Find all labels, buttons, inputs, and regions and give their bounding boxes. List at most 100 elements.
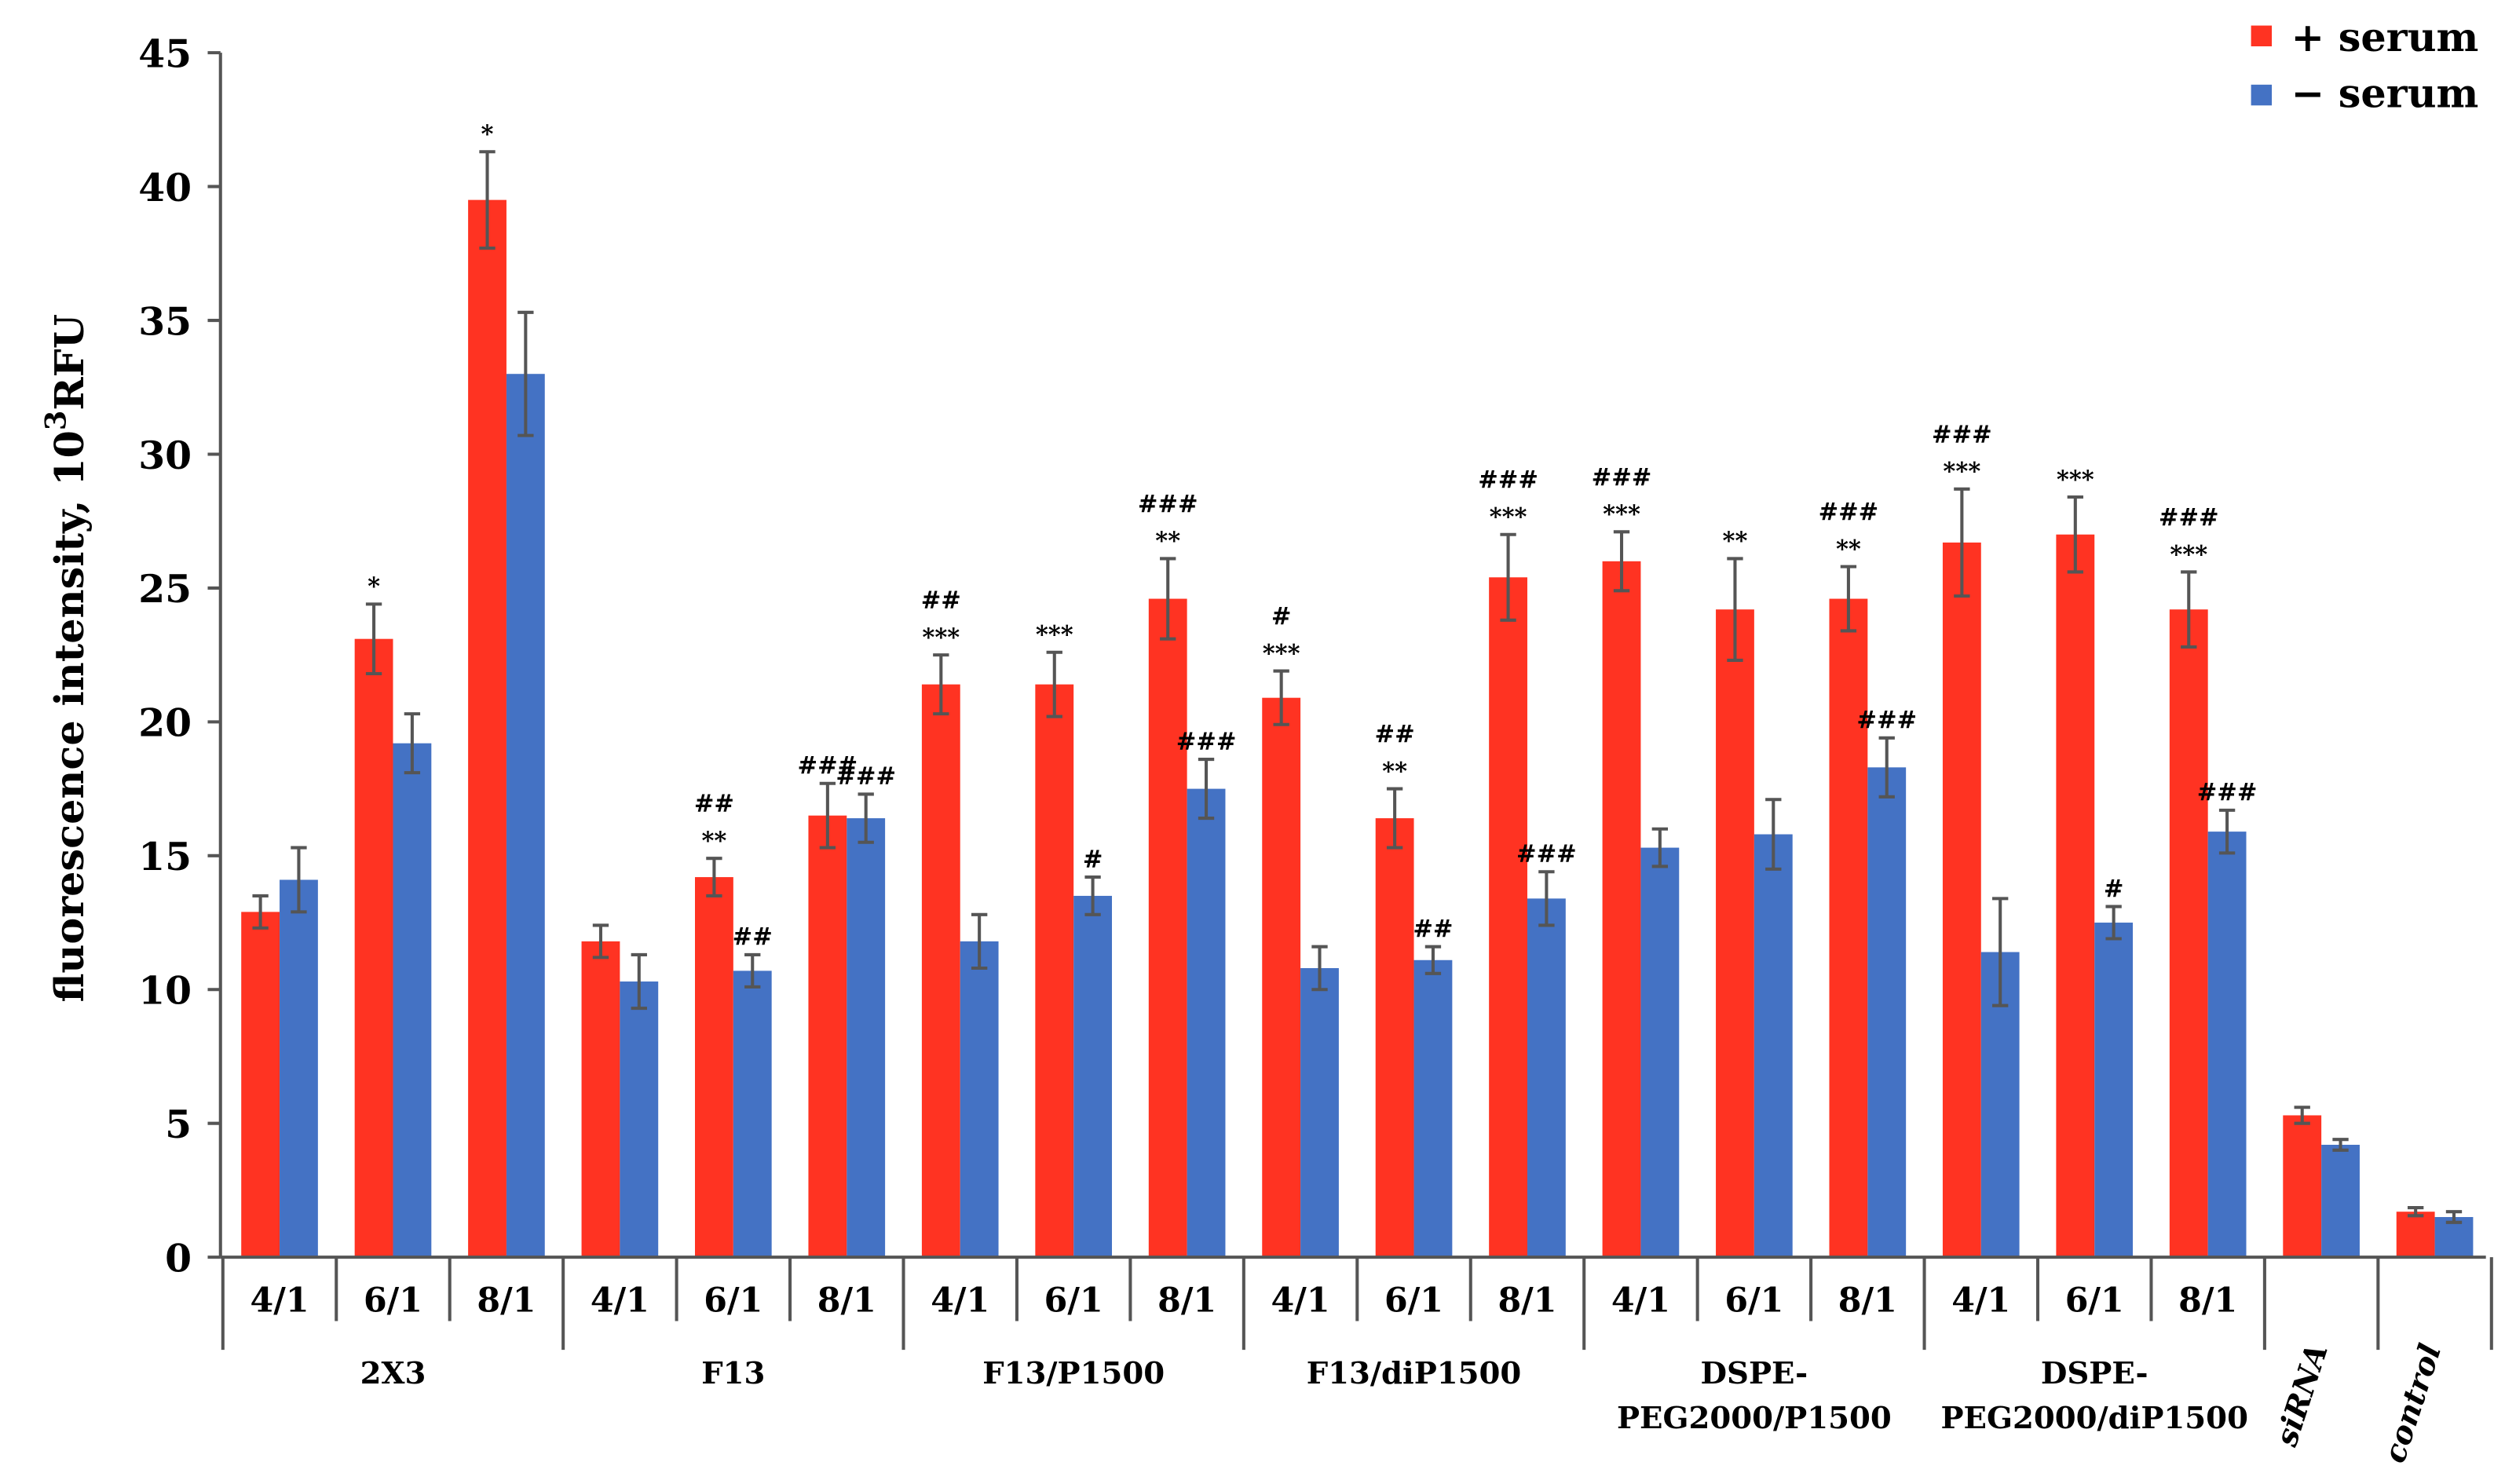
significance-marker: ## [1375,721,1415,749]
bar-plus-serum [1035,684,1074,1258]
y-axis-label-main: fluorescence intensity, 10 [46,430,93,1002]
significance-marker: *** [1490,503,1527,532]
x-tick-label: 4/1 [1271,1281,1330,1320]
bar-minus-serum [1073,895,1113,1258]
legend-swatch-minus-serum [2251,84,2273,106]
bar-plus-serum [1942,542,1981,1258]
y-tick-label: 20 [138,700,192,746]
x-tick-label: 4/1 [1951,1281,2010,1320]
legend-swatch-plus-serum [2251,25,2273,47]
significance-marker: ## [733,923,773,952]
group-label: F13/diP1500 [1307,1356,1522,1391]
bar-plus-serum [695,877,733,1258]
bar-plus-serum [468,199,506,1258]
x-tick-label: 6/1 [2065,1281,2124,1320]
group-label: F13/P1500 [982,1356,1165,1391]
significance-marker: ** [701,827,726,855]
y-axis: 0 5 10 15 20 25 30 35 40 45 [138,31,222,1281]
bar-plus-serum [1148,598,1187,1258]
bar-minus-serum [2207,832,2247,1258]
bar-plus-serum [808,815,847,1258]
bar-plus-serum [1716,609,1754,1258]
bar-minus-serum [1754,834,1793,1258]
significance-marker: ### [1592,463,1652,492]
x-tick-label: 4/1 [591,1281,649,1320]
bar-minus-serum [1413,959,1453,1258]
y-tick-label: 35 [138,298,192,344]
bar-minus-serum [960,941,999,1258]
x-tick-label: 6/1 [1384,1281,1443,1320]
significance-marker: ## [1413,916,1453,944]
bar-plus-serum [2396,1212,2435,1258]
x-tick-label: 6/1 [1724,1281,1783,1320]
bar-minus-serum [2094,923,2134,1258]
significance-marker: * [368,572,380,601]
x-tick-label: 4/1 [251,1281,309,1320]
legend-label-minus-serum: − serum [2291,69,2478,116]
significance-marker: ### [798,752,858,780]
x-tick-label: 8/1 [1157,1281,1216,1320]
bar-plus-serum [241,912,280,1258]
significance-marker: ### [1478,466,1538,495]
significance-marker: *** [1943,458,1980,486]
bar-minus-serum [1527,898,1566,1258]
significance-marker: * [481,120,494,148]
bar-plus-serum [1375,818,1414,1258]
significance-marker: ### [2159,503,2219,532]
significance-marker: *** [922,623,960,652]
significance-marker: ** [1836,535,1861,563]
bar-minus-serum [506,374,545,1258]
group-label: F13 [701,1356,765,1391]
legend-label-plus-serum: + serum [2291,13,2478,60]
bar-plus-serum [921,684,960,1258]
y-axis-label-exponent: 3 [38,411,72,430]
y-tick-label: 25 [138,566,192,612]
x-tick-label: 8/1 [1838,1281,1897,1320]
y-tick-label: 15 [138,834,192,879]
group-label: control [2377,1340,2448,1467]
bar-minus-serum [733,970,772,1258]
y-tick-label: 0 [165,1235,192,1281]
significance-marker: ** [1382,757,1407,785]
bar-plus-serum [2056,534,2095,1258]
bar-minus-serum [2321,1144,2360,1258]
significance-marker: ### [1856,707,1917,735]
significance-marker: ### [1516,840,1577,868]
y-tick-label: 5 [165,1102,192,1147]
significance-marker: ### [1138,490,1198,518]
significance-marker: *** [1603,500,1640,528]
bar-minus-serum [280,879,318,1258]
y-tick-label: 10 [138,968,192,1014]
legend: + serum − serum [2251,13,2478,116]
bar-minus-serum [620,981,659,1258]
significance-marker: ### [1819,499,1879,527]
bar-plus-serum [354,638,393,1258]
bar-minus-serum [1300,967,1339,1258]
bar-minus-serum [1187,788,1226,1258]
significance-marker: # [1271,603,1292,631]
bar-minus-serum [1867,767,1907,1258]
significance-marker: ** [1723,527,1748,555]
group-label: DSPE- [2041,1356,2148,1391]
bar-plus-serum [2283,1115,2322,1258]
group-label: PEG2000/diP1500 [1940,1401,2247,1436]
significance-marker: # [1083,846,1103,874]
significance-marker: *** [2057,466,2094,494]
x-tick-label: 6/1 [704,1281,762,1320]
group-label: DSPE- [1701,1356,1808,1391]
bars: **##**##########*** ***####**####***##**#… [241,120,2474,1258]
significance-marker: *** [2170,540,2207,568]
bar-plus-serum [581,941,620,1258]
x-tick-label: 6/1 [364,1281,422,1320]
significance-marker: *** [1263,639,1300,667]
bar-plus-serum [1602,561,1641,1258]
significance-marker: ### [836,762,896,791]
group-label: PEG2000/P1500 [1617,1401,1892,1436]
y-axis-label: fluorescence intensity, 103RFU [38,314,92,1003]
x-tick-label: 4/1 [931,1281,989,1320]
bar-plus-serum [1262,697,1301,1258]
bar-plus-serum [1829,598,1868,1258]
bar-minus-serum [393,743,432,1258]
